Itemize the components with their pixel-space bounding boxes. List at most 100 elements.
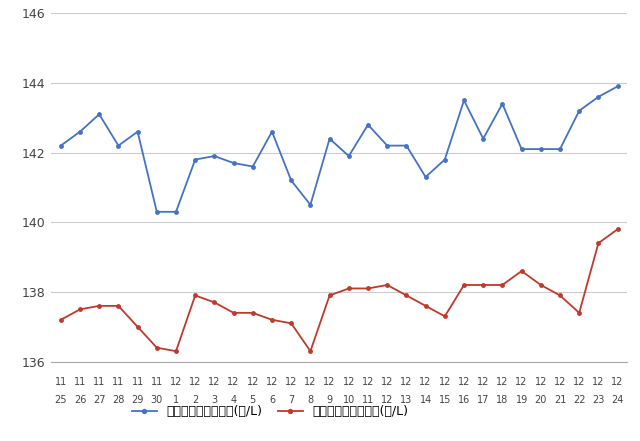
Text: 30: 30 xyxy=(150,395,163,405)
Text: 20: 20 xyxy=(534,395,547,405)
レギュラー実売価格(円/L) xyxy=(211,300,218,305)
Text: 26: 26 xyxy=(74,395,86,405)
Text: 12: 12 xyxy=(362,377,374,387)
Text: 9: 9 xyxy=(326,395,333,405)
レギュラー実売価格(円/L) xyxy=(537,282,545,288)
レギュラー実売価格(円/L) xyxy=(575,310,583,315)
Text: 12: 12 xyxy=(246,377,259,387)
Text: 10: 10 xyxy=(342,395,355,405)
レギュラー看板価格(円/L) xyxy=(345,153,353,159)
Text: 12: 12 xyxy=(573,377,586,387)
Text: 28: 28 xyxy=(112,395,125,405)
レギュラー実売価格(円/L) xyxy=(287,321,295,326)
レギュラー看板価格(円/L) xyxy=(287,178,295,183)
レギュラー看板価格(円/L) xyxy=(268,129,276,135)
Text: 11: 11 xyxy=(131,377,144,387)
Text: 12: 12 xyxy=(592,377,605,387)
Text: 7: 7 xyxy=(288,395,294,405)
レギュラー看板価格(円/L) xyxy=(307,202,314,208)
レギュラー看板価格(円/L) xyxy=(575,108,583,113)
Text: 21: 21 xyxy=(554,395,566,405)
レギュラー実売価格(円/L) xyxy=(134,324,141,329)
Text: 5: 5 xyxy=(250,395,256,405)
レギュラー看板価格(円/L) xyxy=(230,161,237,166)
Text: 12: 12 xyxy=(419,377,432,387)
レギュラー実売価格(円/L) xyxy=(249,310,257,315)
Text: 12: 12 xyxy=(170,377,182,387)
レギュラー実売価格(円/L) xyxy=(326,293,333,298)
レギュラー実売価格(円/L) xyxy=(307,348,314,354)
Text: 11: 11 xyxy=(93,377,106,387)
レギュラー看板価格(円/L) xyxy=(422,174,429,179)
レギュラー看板価格(円/L) xyxy=(441,157,449,162)
Text: 3: 3 xyxy=(211,395,218,405)
Text: 12: 12 xyxy=(227,377,240,387)
レギュラー看板価格(円/L) xyxy=(76,129,84,135)
レギュラー実売価格(円/L) xyxy=(95,303,103,309)
Text: 27: 27 xyxy=(93,395,106,405)
レギュラー実売価格(円/L) xyxy=(57,317,65,322)
Text: 11: 11 xyxy=(150,377,163,387)
Text: 12: 12 xyxy=(477,377,490,387)
レギュラー看板価格(円/L) xyxy=(537,146,545,152)
Text: 11: 11 xyxy=(74,377,86,387)
レギュラー看板価格(円/L) xyxy=(326,136,333,141)
レギュラー実売価格(円/L) xyxy=(345,286,353,291)
レギュラー実売価格(円/L) xyxy=(556,293,564,298)
Line: レギュラー看板価格(円/L): レギュラー看板価格(円/L) xyxy=(58,84,620,214)
Line: レギュラー実売価格(円/L): レギュラー実売価格(円/L) xyxy=(58,227,620,354)
レギュラー看板価格(円/L) xyxy=(556,146,564,152)
Text: 12: 12 xyxy=(304,377,317,387)
レギュラー看板価格(円/L) xyxy=(115,143,122,148)
Text: 6: 6 xyxy=(269,395,275,405)
Text: 12: 12 xyxy=(534,377,547,387)
Text: 22: 22 xyxy=(573,395,586,405)
レギュラー実売価格(円/L) xyxy=(153,345,161,350)
Text: 12: 12 xyxy=(438,377,451,387)
レギュラー実売価格(円/L) xyxy=(191,293,199,298)
レギュラー実売価格(円/L) xyxy=(364,286,372,291)
Text: 12: 12 xyxy=(496,377,509,387)
Text: 13: 13 xyxy=(400,395,413,405)
レギュラー実売価格(円/L) xyxy=(383,282,391,288)
Text: 18: 18 xyxy=(496,395,509,405)
Text: 25: 25 xyxy=(54,395,67,405)
レギュラー看板価格(円/L) xyxy=(249,164,257,169)
Text: 8: 8 xyxy=(307,395,314,405)
Text: 2: 2 xyxy=(192,395,198,405)
Text: 29: 29 xyxy=(131,395,144,405)
Text: 14: 14 xyxy=(419,395,432,405)
レギュラー実売価格(円/L) xyxy=(518,269,525,274)
レギュラー看板価格(円/L) xyxy=(364,122,372,127)
レギュラー実売価格(円/L) xyxy=(403,293,410,298)
Text: 12: 12 xyxy=(554,377,566,387)
レギュラー看板価格(円/L) xyxy=(479,136,487,141)
レギュラー看板価格(円/L) xyxy=(595,94,602,100)
Text: 15: 15 xyxy=(438,395,451,405)
Text: 12: 12 xyxy=(611,377,624,387)
レギュラー看板価格(円/L) xyxy=(383,143,391,148)
レギュラー看板価格(円/L) xyxy=(403,143,410,148)
Text: 12: 12 xyxy=(323,377,336,387)
Text: 19: 19 xyxy=(515,395,528,405)
Text: 12: 12 xyxy=(189,377,202,387)
レギュラー実売価格(円/L) xyxy=(460,282,468,288)
Text: 4: 4 xyxy=(230,395,237,405)
Text: 12: 12 xyxy=(342,377,355,387)
Text: 16: 16 xyxy=(458,395,470,405)
レギュラー看板価格(円/L) xyxy=(518,146,525,152)
レギュラー実売価格(円/L) xyxy=(268,317,276,322)
Text: 12: 12 xyxy=(458,377,470,387)
レギュラー看板価格(円/L) xyxy=(57,143,65,148)
レギュラー看板価格(円/L) xyxy=(499,101,506,106)
レギュラー看板価格(円/L) xyxy=(460,98,468,103)
Text: 12: 12 xyxy=(515,377,528,387)
Text: 11: 11 xyxy=(54,377,67,387)
Text: 12: 12 xyxy=(381,395,394,405)
レギュラー実売価格(円/L) xyxy=(422,303,429,309)
Text: 17: 17 xyxy=(477,395,490,405)
レギュラー看板価格(円/L) xyxy=(95,112,103,117)
レギュラー実売価格(円/L) xyxy=(172,348,180,354)
レギュラー実売価格(円/L) xyxy=(115,303,122,309)
レギュラー実売価格(円/L) xyxy=(230,310,237,315)
